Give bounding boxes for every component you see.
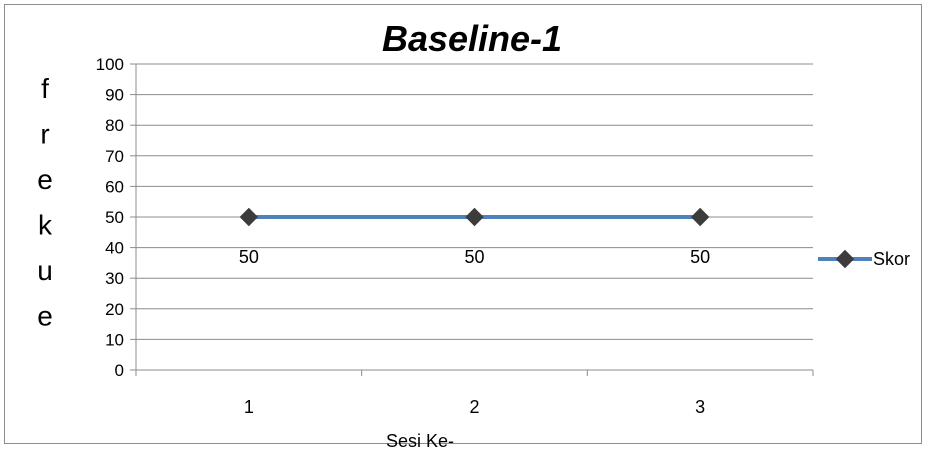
chart-frame: [4, 4, 922, 444]
legend-label-skor: Skor: [873, 249, 910, 269]
y-axis-label-letter: r: [40, 119, 49, 150]
y-tick-label: 10: [105, 330, 124, 349]
data-point-marker: [239, 207, 259, 227]
x-tick-label: 3: [695, 397, 705, 417]
y-axis-label-letter: e: [37, 301, 53, 332]
y-axis-label-letter: u: [37, 255, 53, 286]
legend: Skor: [818, 249, 910, 269]
y-tick-label: 100: [96, 55, 124, 74]
x-axis-label: Sesi Ke-: [386, 431, 454, 451]
data-point-marker: [465, 207, 484, 227]
y-tick-label: 0: [115, 361, 124, 380]
y-tick-label: 20: [105, 300, 124, 319]
y-axis-label-letter: e: [37, 164, 53, 195]
axes: [135, 64, 814, 376]
legend-marker-skor: [835, 249, 855, 269]
data-label: 50: [464, 247, 484, 267]
y-tick-label: 40: [105, 239, 124, 258]
data-label: 50: [690, 247, 710, 267]
x-tick-label: 1: [244, 397, 254, 417]
y-tick-label: 30: [105, 269, 124, 288]
y-axis-label-letter: f: [41, 73, 49, 104]
y-tick-label: 70: [105, 147, 124, 166]
y-tick-labels: 0 10 20 30 40 50 60 70 80 90 100: [96, 55, 124, 380]
y-tick-label: 60: [105, 177, 124, 196]
x-tick-labels: 1 2 3: [244, 397, 705, 417]
y-tick-label: 90: [105, 86, 124, 105]
y-tick-label: 80: [105, 116, 124, 135]
y-axis-label-letter: k: [38, 210, 53, 241]
data-label: 50: [239, 247, 259, 267]
chart-title: Baseline-1: [382, 18, 562, 59]
x-tick-label: 2: [469, 397, 479, 417]
series-layer: [239, 207, 710, 227]
y-tick-label: 50: [105, 208, 124, 227]
data-labels: 50 50 50: [239, 247, 710, 267]
data-point-marker: [690, 207, 710, 227]
